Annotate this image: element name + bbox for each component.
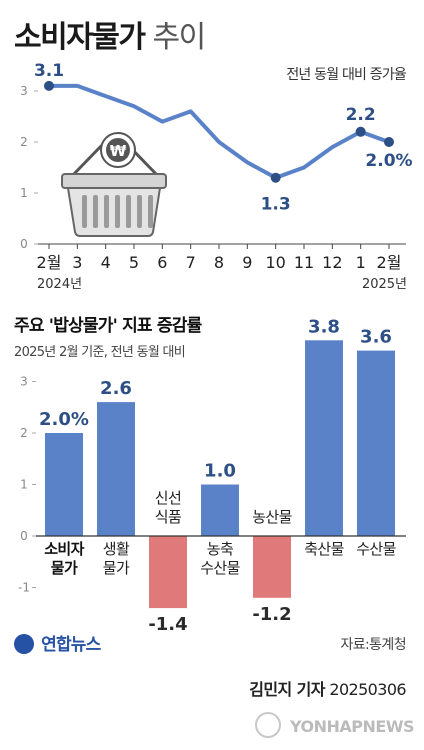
basket-slot bbox=[126, 195, 131, 228]
bar-category-label: 물가 bbox=[103, 559, 130, 577]
line-x-tick-label: 5 bbox=[129, 253, 139, 272]
bar-category-label: 농산물 bbox=[252, 508, 292, 526]
line-x-tick-label: 9 bbox=[242, 253, 252, 272]
basket-slot bbox=[82, 195, 87, 228]
line-y-tick-label: 1 bbox=[20, 186, 28, 200]
shopping-basket-icon: ₩ bbox=[61, 132, 167, 237]
watermark-text: YONHAPNEWS bbox=[290, 717, 415, 736]
line-value-label: 3.1 bbox=[34, 61, 64, 81]
line-value-label: 2.2 bbox=[346, 105, 376, 125]
line-point bbox=[270, 172, 281, 183]
basket-slot bbox=[148, 195, 153, 228]
basket-slot bbox=[137, 195, 142, 228]
bar-y-tick-label: 3 bbox=[20, 375, 28, 389]
basket-slot bbox=[104, 195, 109, 228]
bar-category-label: 소비자 bbox=[44, 540, 84, 558]
source-text: 자료:통계청 bbox=[340, 637, 406, 653]
line-chart-note: 전년 동월 대비 증가율 bbox=[286, 67, 406, 83]
line-x-tick-label: 11 bbox=[294, 253, 314, 272]
line-x-tick-label: 10 bbox=[265, 253, 285, 272]
yonhap-logo-icon bbox=[14, 634, 34, 654]
bar-value-label: -1.4 bbox=[148, 614, 187, 635]
line-y-tick-label: 2 bbox=[20, 135, 28, 149]
line-x-tick-label: 3 bbox=[72, 253, 82, 272]
bar-category-label: 축산물 bbox=[304, 540, 344, 558]
bar-category-label: 생활 bbox=[103, 540, 130, 558]
bar-category-label: 수산물 bbox=[356, 540, 396, 558]
line-y-tick-label: 0 bbox=[20, 237, 28, 251]
line-x-tick-label: 1 bbox=[356, 253, 366, 272]
line-x-tick-label: 12 bbox=[322, 253, 342, 272]
bar-value-label: 2.0% bbox=[39, 409, 89, 430]
line-x-tick-label: 2월 bbox=[37, 253, 62, 272]
bar-y-tick-label: 1 bbox=[20, 478, 28, 492]
basket-slot bbox=[115, 195, 120, 228]
watermark-icon bbox=[254, 712, 281, 738]
bar bbox=[253, 536, 291, 598]
bar-chart-title: 주요 '밥상물가' 지표 증감률 bbox=[14, 316, 203, 336]
bar-category-label: 식품 bbox=[155, 508, 181, 526]
watermark: YONHAPNEWS bbox=[254, 712, 415, 738]
bar-category-label: 물가 bbox=[51, 559, 78, 577]
bar-y-tick-label: 0 bbox=[20, 529, 28, 543]
bar-value-label: 3.6 bbox=[360, 327, 392, 348]
basket-rim bbox=[61, 173, 167, 189]
line-year-label: 2024년 bbox=[37, 277, 82, 292]
report-date: 20250306 bbox=[329, 680, 406, 699]
bar bbox=[97, 402, 135, 536]
reporter-line: 김민지 기자 20250306 bbox=[249, 676, 406, 700]
won-sign-icon: ₩ bbox=[110, 142, 127, 160]
line-x-tick-label: 4 bbox=[101, 253, 111, 272]
bar bbox=[201, 484, 239, 536]
line-series bbox=[47, 83, 391, 180]
line-y-tick-label: 3 bbox=[20, 84, 28, 98]
line-value-label: 1.3 bbox=[261, 195, 291, 215]
line-point bbox=[355, 126, 366, 137]
bar-value-label: -1.2 bbox=[252, 604, 291, 625]
bar-y-tick-label: 2 bbox=[20, 426, 28, 440]
title-light: 추이 bbox=[152, 20, 207, 55]
bar bbox=[357, 350, 395, 536]
line-point bbox=[44, 80, 54, 91]
bar-chart-subtitle: 2025년 2월 기준, 전년 동월 대비 bbox=[14, 345, 185, 360]
line-year-label: 2025년 bbox=[362, 277, 407, 292]
line-x-tick-label: 7 bbox=[186, 253, 196, 272]
bar bbox=[149, 536, 187, 609]
bar-category-label: 수산물 bbox=[200, 559, 240, 577]
line-x-tick-label: 8 bbox=[214, 253, 224, 272]
won-coin-inner bbox=[106, 138, 130, 162]
basket-body bbox=[66, 187, 162, 237]
bar-value-label: 1.0 bbox=[204, 461, 236, 482]
basket-slot bbox=[93, 195, 98, 228]
page-title: 소비자물가 추이 bbox=[14, 12, 207, 56]
reporter-name: 김민지 기자 bbox=[249, 680, 325, 699]
bar-chart: 주요 '밥상물가' 지표 증감률 2025년 2월 기준, 전년 동월 대비 -1 0… bbox=[14, 316, 406, 635]
line-x-tick-label: 2월 bbox=[377, 253, 402, 272]
logo-text: 연합뉴스 bbox=[41, 635, 101, 655]
line-value-label: 2.0% bbox=[365, 151, 412, 171]
bar-category-label: 농축 bbox=[207, 540, 233, 558]
line-point bbox=[384, 137, 394, 147]
bar-value-label: 3.8 bbox=[308, 316, 340, 337]
bar bbox=[45, 433, 83, 536]
bar-y-tick-label: -1 bbox=[18, 581, 30, 595]
bar-category-label: 신선 bbox=[155, 489, 181, 507]
title-bold: 소비자물가 bbox=[14, 20, 146, 55]
bar bbox=[305, 340, 343, 536]
line-x-tick-label: 6 bbox=[157, 253, 167, 272]
yonhap-logo: 연합뉴스 bbox=[14, 630, 101, 655]
bar-value-label: 2.6 bbox=[100, 378, 132, 399]
